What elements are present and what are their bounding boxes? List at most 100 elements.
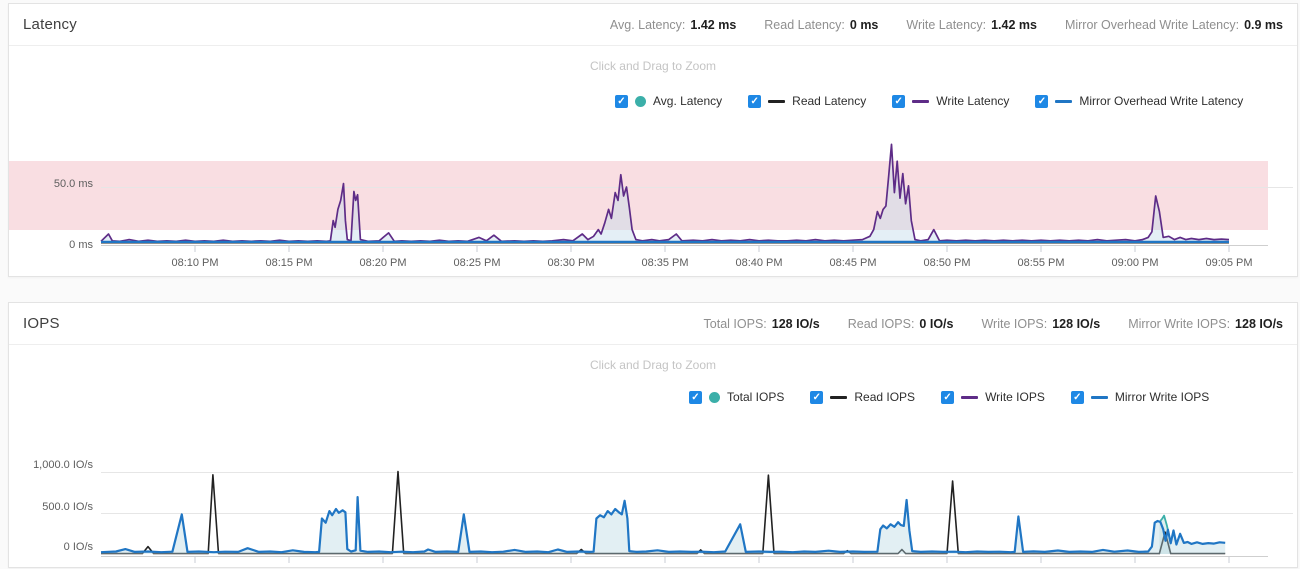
legend-label: Read Latency (792, 94, 867, 108)
stat-total-iops: Total IOPS: 128 IO/s (704, 317, 820, 331)
latency-zoom-hint: Click and Drag to Zoom (589, 59, 717, 73)
checkbox-icon[interactable]: ✓ (941, 390, 955, 404)
stat-mirror-overhead-write-latency: Mirror Overhead Write Latency: 0.9 ms (1065, 18, 1283, 32)
y-axis-label: 500.0 IO/s (42, 501, 93, 513)
latency-series-plot (100, 143, 1230, 252)
x-axis-label: 08:15 PM (265, 257, 313, 269)
latency-chart-area[interactable]: Click and Drag to Zoom ✓ Avg. Latency ✓ Rea… (9, 47, 1297, 276)
series-dot-swatch (635, 95, 646, 107)
iops-legend: ✓ Total IOPS ✓ Read IOPS ✓ Write IOPS ✓ Mirror … (689, 389, 1209, 405)
legend-label: Mirror Write IOPS (1114, 390, 1210, 404)
mirror-write-iops-line (100, 496, 1226, 554)
stat-read-iops: Read IOPS: 0 IO/s (848, 317, 954, 331)
series-line-swatch (961, 395, 979, 399)
iops-zoom-hint: Click and Drag to Zoom (589, 358, 717, 372)
stat-label: Read Latency: (764, 17, 845, 32)
y-axis-label: 0 ms (69, 239, 93, 251)
legend-item-total-iops[interactable]: ✓ Total IOPS (689, 390, 784, 404)
stat-mirror-write-iops: Mirror Write IOPS: 128 IO/s (1128, 317, 1283, 331)
x-axis-label: 08:50 PM (923, 257, 971, 269)
x-axis-label: 09:00 PM (1111, 257, 1159, 269)
stat-read-latency: Read Latency: 0 ms (764, 18, 878, 32)
legend-label: Avg. Latency (653, 94, 723, 108)
x-axis-label: 08:40 PM (735, 257, 783, 269)
stat-value: 1.42 ms (690, 17, 737, 32)
stat-value: 0 ms (849, 17, 879, 32)
stat-write-latency: Write Latency: 1.42 ms (906, 18, 1037, 32)
x-axis-line (101, 556, 1268, 557)
checkbox-icon[interactable]: ✓ (1035, 94, 1049, 108)
iops-chart-area[interactable]: Click and Drag to Zoom ✓ Total IOPS ✓ Read … (9, 346, 1297, 567)
mirror-write-iops-area (101, 497, 1226, 554)
stat-label: Mirror Overhead Write Latency: (1064, 17, 1240, 32)
legend-label: Mirror Overhead Write Latency (1079, 94, 1244, 108)
checkbox-icon[interactable]: ✓ (689, 390, 702, 404)
series-line-swatch (768, 99, 786, 103)
legend-item-write-iops[interactable]: ✓ Write IOPS (941, 390, 1045, 404)
x-axis-label: 08:10 PM (171, 257, 219, 269)
read-iops-line (101, 470, 1226, 555)
stat-avg-latency: Avg. Latency: 1.42 ms (610, 18, 736, 32)
y-gridline-500 (101, 513, 1293, 514)
iops-panel-header: IOPS Total IOPS: 128 IO/s Read IOPS: 0 IO/s… (9, 303, 1297, 345)
stat-value: 128 IO/s (771, 316, 820, 331)
x-axis-label: 08:55 PM (1017, 257, 1065, 269)
checkbox-icon[interactable]: ✓ (748, 94, 762, 108)
legend-item-mirror-write-iops[interactable]: ✓ Mirror Write IOPS (1070, 390, 1210, 404)
iops-stats: Total IOPS: 128 IO/s Read IOPS: 0 IO/s Write… (704, 317, 1283, 331)
legend-label: Write IOPS (985, 390, 1045, 404)
legend-item-read-iops[interactable]: ✓ Read IOPS (810, 390, 915, 404)
stat-value: 0 IO/s (919, 316, 954, 331)
y-axis-label: 0 IO/s (63, 541, 93, 553)
iops-panel: IOPS Total IOPS: 128 IO/s Read IOPS: 0 IO/s… (8, 302, 1298, 568)
series-line-swatch (1090, 395, 1108, 399)
checkbox-icon[interactable]: ✓ (615, 94, 628, 108)
legend-item-read-latency[interactable]: ✓ Read Latency (748, 94, 866, 108)
write-latency-area (101, 144, 1229, 243)
latency-panel-header: Latency Avg. Latency: 1.42 ms Read Latency… (9, 4, 1297, 46)
latency-panel: Latency Avg. Latency: 1.42 ms Read Latency… (8, 3, 1298, 277)
legend-label: Write Latency (936, 94, 1010, 108)
legend-item-avg-latency[interactable]: ✓ Avg. Latency (615, 94, 722, 108)
legend-label: Total IOPS (727, 390, 785, 404)
x-axis-label: 08:45 PM (829, 257, 877, 269)
x-axis-label: 08:30 PM (547, 257, 595, 269)
latency-stats: Avg. Latency: 1.42 ms Read Latency: 0 ms Wri… (610, 18, 1283, 32)
stat-value: 1.42 ms (991, 17, 1037, 32)
x-axis-label: 09:05 PM (1205, 257, 1253, 269)
latency-alert-band (9, 161, 1268, 230)
x-axis-label: 08:35 PM (641, 257, 689, 269)
series-dot-swatch (709, 391, 720, 403)
stat-label: Write IOPS: (981, 316, 1048, 331)
stat-value: 128 IO/s (1052, 316, 1101, 331)
series-line-swatch (1055, 99, 1073, 103)
stat-value: 0.9 ms (1244, 17, 1283, 32)
x-axis-label: 08:25 PM (453, 257, 501, 269)
stat-label: Avg. Latency: (609, 17, 686, 32)
stat-label: Write Latency: (906, 17, 987, 32)
y-axis-label: 50.0 ms (53, 178, 93, 190)
checkbox-icon[interactable]: ✓ (1070, 390, 1084, 404)
x-axis-line (101, 245, 1268, 246)
checkbox-icon[interactable]: ✓ (892, 94, 906, 108)
legend-item-write-latency[interactable]: ✓ Write Latency (892, 94, 1009, 108)
stat-write-iops: Write IOPS: 128 IO/s (981, 317, 1100, 331)
y-axis-label: 1,000.0 IO/s (33, 459, 93, 471)
checkbox-icon[interactable]: ✓ (810, 390, 824, 404)
stat-label: Mirror Write IOPS: (1128, 316, 1231, 331)
iops-panel-title: IOPS (23, 315, 60, 332)
legend-label: Read IOPS (854, 390, 916, 404)
y-gridline-50 (101, 187, 1293, 188)
stat-value: 128 IO/s (1235, 316, 1283, 331)
legend-item-mirror-overhead-write-latency[interactable]: ✓ Mirror Overhead Write Latency (1035, 94, 1243, 108)
iops-series-plot (100, 470, 1230, 563)
series-line-swatch (912, 99, 930, 103)
latency-legend: ✓ Avg. Latency ✓ Read Latency ✓ Write Latency… (615, 93, 1243, 109)
x-axis-label: 08:20 PM (359, 257, 407, 269)
latency-panel-title: Latency (23, 16, 77, 33)
series-line-swatch (830, 395, 848, 399)
write-latency-line (100, 143, 1230, 243)
stat-label: Total IOPS: (703, 316, 767, 331)
y-gridline-1000 (101, 472, 1293, 473)
stat-label: Read IOPS: (847, 316, 915, 331)
